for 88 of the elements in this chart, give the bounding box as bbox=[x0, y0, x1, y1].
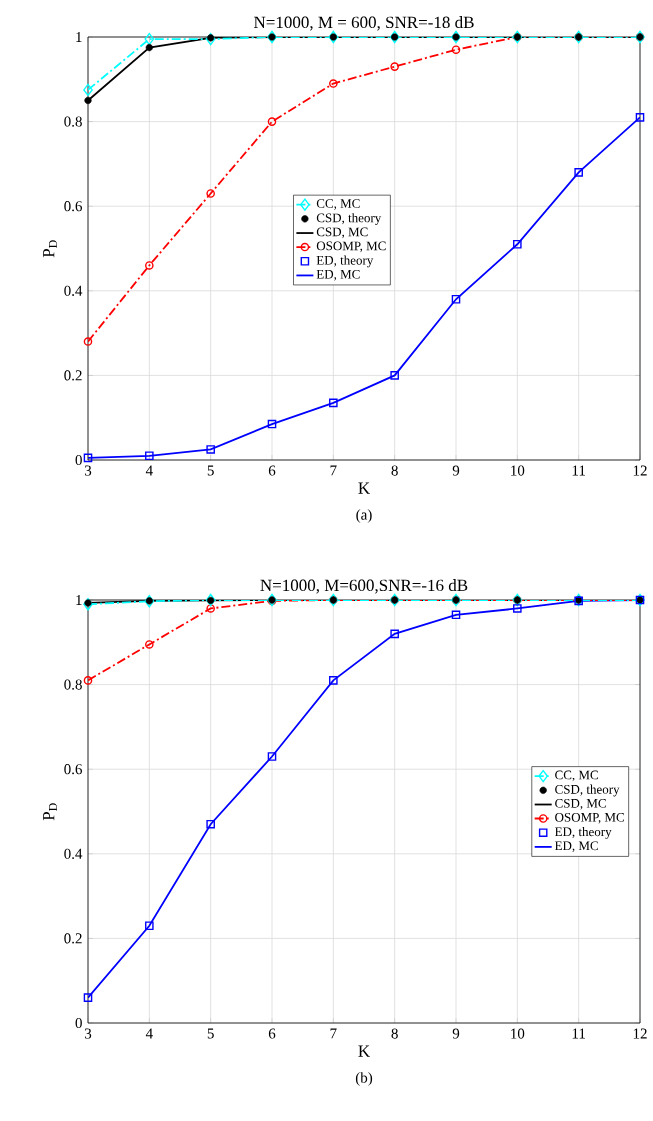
point bbox=[145, 261, 154, 270]
point bbox=[390, 62, 399, 71]
point bbox=[145, 43, 153, 52]
point bbox=[83, 676, 93, 685]
point bbox=[83, 598, 93, 611]
point bbox=[329, 79, 338, 88]
chart-title: N=1000, M=600,SNR=-16 dB bbox=[260, 579, 468, 594]
x-tick-label: 11 bbox=[572, 1028, 585, 1039]
x-tick-label: 3 bbox=[84, 465, 92, 476]
x-tick-label: 12 bbox=[633, 1028, 647, 1039]
x-tick-label: 4 bbox=[145, 465, 153, 476]
legend-label: CC, MC bbox=[555, 770, 598, 782]
legend-label: ED, theory bbox=[316, 255, 374, 268]
legend-label: OSOMP, MC bbox=[316, 241, 386, 253]
point bbox=[267, 419, 277, 429]
point bbox=[513, 239, 522, 249]
point bbox=[206, 604, 215, 613]
point bbox=[329, 676, 338, 685]
point bbox=[206, 819, 215, 829]
point bbox=[267, 117, 277, 126]
legend-label: ED, theory bbox=[554, 827, 612, 839]
point bbox=[513, 604, 522, 613]
y-tick-label: 0 bbox=[75, 1017, 82, 1029]
point bbox=[205, 32, 216, 46]
legend-label: CSD, MC bbox=[555, 799, 606, 810]
point bbox=[207, 34, 215, 42]
y-tick-label: 0.2 bbox=[64, 933, 82, 944]
x-tick-label: 7 bbox=[330, 465, 337, 476]
y-tick-label: 0.4 bbox=[64, 848, 83, 859]
legend-label: CSD, MC bbox=[316, 227, 368, 239]
x-axis-title: K bbox=[358, 1045, 370, 1057]
y-tick-label: 1 bbox=[76, 32, 82, 42]
x-tick-label: 11 bbox=[572, 465, 585, 476]
y-tick-label: 0.8 bbox=[64, 679, 82, 690]
legend-label: ED, MC bbox=[554, 841, 598, 853]
x-tick-label: 8 bbox=[391, 465, 398, 476]
point bbox=[84, 96, 92, 105]
point bbox=[145, 451, 154, 461]
point bbox=[206, 189, 215, 198]
y-axis-title: P$_{D}$ bbox=[43, 803, 57, 821]
x-tick-label: 3 bbox=[84, 1028, 92, 1039]
point bbox=[83, 453, 93, 463]
point bbox=[83, 337, 93, 346]
x-tick-label: 12 bbox=[633, 465, 647, 476]
x-tick-label: 6 bbox=[268, 465, 276, 476]
point bbox=[451, 45, 461, 54]
point bbox=[267, 752, 277, 761]
point bbox=[451, 294, 461, 304]
point bbox=[83, 83, 93, 97]
y-tick-label: 1 bbox=[76, 595, 82, 605]
legend-label: OSOMP, MC bbox=[555, 813, 624, 824]
point bbox=[574, 168, 583, 177]
point bbox=[390, 371, 399, 380]
x-tick-label: 10 bbox=[511, 1028, 525, 1039]
text: (b) bbox=[355, 1072, 373, 1086]
x-tick-label: 10 bbox=[511, 465, 525, 476]
point bbox=[83, 993, 93, 1002]
point bbox=[329, 398, 338, 408]
x-tick-label: 8 bbox=[391, 1028, 398, 1039]
x-tick-label: 9 bbox=[452, 465, 460, 476]
y-tick-label: 0.2 bbox=[64, 370, 82, 381]
x-tick-label: 6 bbox=[268, 1028, 276, 1039]
point bbox=[145, 921, 154, 931]
point bbox=[390, 629, 399, 639]
legend-label: ED, MC bbox=[316, 269, 360, 281]
y-tick-label: 0.6 bbox=[64, 764, 83, 775]
point bbox=[206, 445, 215, 454]
y-axis-title: P$_{D}$ bbox=[43, 240, 57, 258]
legend-label: CSD, theory bbox=[316, 213, 382, 225]
chart-title: N=1000, M = 600, SNR=-18 dB bbox=[254, 16, 474, 31]
x-tick-label: 7 bbox=[330, 1028, 337, 1039]
legend-label: CSD, theory bbox=[555, 784, 620, 797]
x-tick-label: 5 bbox=[207, 1028, 214, 1039]
point bbox=[145, 640, 154, 649]
point bbox=[635, 113, 645, 122]
point bbox=[144, 32, 155, 46]
x-tick-label: 4 bbox=[145, 1028, 153, 1039]
y-tick-label: 0.8 bbox=[64, 116, 82, 127]
point bbox=[451, 610, 461, 620]
y-tick-label: 0.6 bbox=[64, 201, 83, 212]
legend-label: CC, MC bbox=[316, 199, 360, 210]
text: (a) bbox=[356, 509, 372, 523]
y-tick-label: 0.4 bbox=[64, 285, 83, 296]
y-tick-label: 0 bbox=[75, 454, 82, 466]
x-tick-label: 9 bbox=[452, 1028, 460, 1039]
x-axis-title: K bbox=[358, 482, 370, 494]
point bbox=[84, 599, 92, 607]
x-tick-label: 5 bbox=[207, 465, 214, 476]
